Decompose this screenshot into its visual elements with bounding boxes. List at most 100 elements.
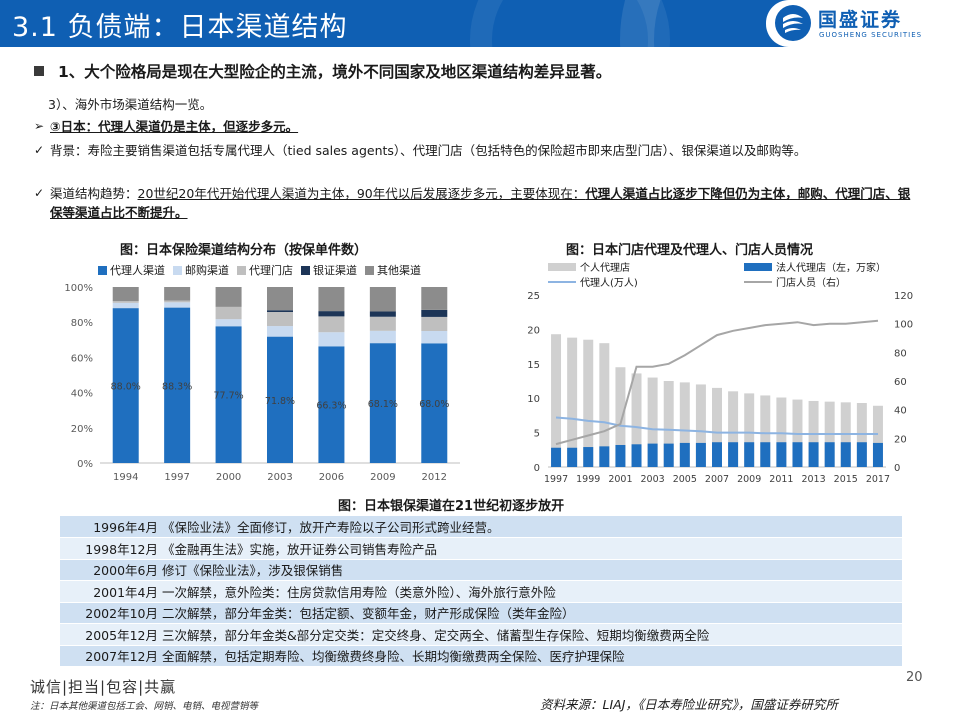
bar-segment bbox=[164, 307, 191, 463]
arrow-bullet-icon: ➢ bbox=[34, 119, 45, 133]
legend-item: 法人代理店（左，万家） bbox=[744, 259, 886, 274]
bar-segment bbox=[215, 287, 242, 307]
bar-segment bbox=[267, 287, 293, 311]
bar bbox=[599, 343, 610, 467]
data-label: 88.0% bbox=[111, 382, 141, 393]
table-title: 图：日本银保渠道在21世纪初逐步放开 bbox=[338, 499, 565, 514]
bar-segment bbox=[318, 316, 345, 333]
bar bbox=[792, 442, 803, 467]
bar-segment bbox=[369, 287, 396, 312]
row-event: 三次解禁，部分年金类&部分定交类：定交终身、定交两全、储蓄型生存保险、短期均衡缴… bbox=[160, 623, 902, 646]
legend-swatch bbox=[548, 280, 576, 283]
source-note: 资料来源：LIAJ，《日本寿险业研究》，国盛证券研究所 bbox=[540, 697, 838, 712]
data-label: 68.0% bbox=[419, 399, 449, 410]
bar bbox=[551, 334, 562, 467]
row-date: 2002年10月 bbox=[60, 602, 160, 624]
row-date: 1996年4月 bbox=[60, 516, 160, 538]
data-label: 68.1% bbox=[368, 399, 398, 410]
legend-swatch bbox=[173, 265, 182, 275]
bar bbox=[679, 442, 690, 467]
y-left-tick-label: 5 bbox=[534, 429, 540, 440]
x-tick-label: 2006 bbox=[319, 472, 344, 483]
legend-item: 代理人(万人) bbox=[548, 274, 638, 289]
bar bbox=[808, 442, 819, 467]
row-date: 2001年4月 bbox=[60, 580, 160, 603]
bar bbox=[615, 444, 626, 467]
bar-segment bbox=[267, 326, 293, 337]
legend-label: 邮购渠道 bbox=[185, 264, 229, 277]
bar bbox=[824, 442, 835, 467]
y-left-tick-label: 15 bbox=[527, 360, 540, 371]
y-left-tick-label: 25 bbox=[527, 291, 540, 302]
bar-segment bbox=[369, 330, 396, 344]
table-row: 2001年4月 一次解禁，意外险类：住房贷款信用寿险（类意外险）、海外旅行意外险 bbox=[60, 580, 902, 603]
legend-swatch bbox=[301, 265, 310, 275]
bullet-text: 渠道结构趋势：20世纪20年代开始代理人渠道为主体，90年代以后发展逐步多元，主… bbox=[50, 184, 920, 222]
bullet-text: ③日本：代理人渠道仍是主体，但逐步多元。 bbox=[50, 119, 299, 134]
bar bbox=[856, 442, 867, 467]
bar bbox=[776, 397, 787, 467]
legend-swatch bbox=[365, 265, 374, 275]
bar-segment bbox=[215, 319, 242, 327]
legend-item: 其他渠道 bbox=[365, 262, 421, 278]
legend-swatch bbox=[98, 265, 107, 275]
logo-text: 国盛证券 bbox=[818, 9, 903, 31]
legend-item: 门店人员（右） bbox=[744, 274, 846, 289]
data-label: 66.3% bbox=[316, 401, 346, 412]
x-tick-label: 2015 bbox=[834, 474, 858, 485]
header-bar: 3.1 负债端：日本渠道结构 国盛证券 GUOSHENG SECURITIES bbox=[0, 0, 960, 47]
bar bbox=[679, 382, 690, 467]
bar-segment bbox=[318, 346, 345, 463]
bar-segment bbox=[112, 302, 139, 309]
bar bbox=[744, 442, 755, 467]
y-right-tick-label: 60 bbox=[894, 377, 907, 388]
company-motto: 诚信|担当|包容|共赢 bbox=[30, 678, 177, 696]
trend-label: 渠道结构趋势： bbox=[50, 186, 138, 201]
y-tick-label: 60% bbox=[71, 353, 93, 364]
legend-item: 银证渠道 bbox=[301, 262, 357, 278]
y-left-tick-label: 0 bbox=[534, 463, 540, 474]
series-line bbox=[555, 319, 879, 446]
legend-item: 代理人渠道 bbox=[98, 262, 165, 278]
x-tick-label: 2005 bbox=[673, 474, 697, 485]
bar-segment bbox=[421, 287, 448, 310]
right-chart-legend: 个人代理店 法人代理店（左，万家） 代理人(万人) 门店人员（右） bbox=[548, 259, 908, 289]
row-date: 2000年6月 bbox=[60, 559, 160, 581]
bar bbox=[647, 443, 658, 467]
y-right-tick-label: 100 bbox=[894, 320, 913, 331]
row-event: 《金融再生法》实施，放开证券公司销售寿险产品 bbox=[160, 537, 902, 560]
bar bbox=[728, 442, 739, 467]
x-tick-label: 2003 bbox=[267, 472, 292, 483]
bar-segment bbox=[318, 311, 345, 317]
bar-segment bbox=[215, 326, 242, 463]
bar-segment bbox=[267, 311, 293, 327]
table-row: 2007年12月 全面解禁，包括定期寿险、均衡缴费终身险、长期均衡缴费两全保险、医… bbox=[60, 645, 902, 667]
bar-segment bbox=[164, 300, 191, 303]
bar-segment bbox=[267, 336, 293, 463]
x-tick-label: 2001 bbox=[608, 474, 632, 485]
footnote: 注：日本其他渠道包括工会、网销、电销、电视营销等 bbox=[30, 701, 259, 712]
legend-swatch bbox=[744, 280, 772, 283]
bar bbox=[663, 381, 674, 467]
bar-segment bbox=[421, 316, 448, 331]
table-row: 2002年10月 二次解禁，部分年金类：包括定额、变额年金，财产形成保险（类年金险… bbox=[60, 602, 902, 624]
bar-segment bbox=[369, 316, 396, 331]
bar bbox=[599, 446, 610, 467]
x-tick-label: 2003 bbox=[641, 474, 665, 485]
y-right-tick-label: 20 bbox=[894, 434, 907, 445]
table-row: 1996年4月 《保险业法》全面修订，放开产寿险以子公司形式跨业经营。 bbox=[60, 516, 902, 538]
subheading: 3）、海外市场渠道结构一览。 bbox=[48, 97, 213, 112]
headline-marker bbox=[34, 66, 44, 76]
data-label: 71.8% bbox=[265, 396, 295, 407]
bar bbox=[647, 377, 658, 467]
y-tick-label: 80% bbox=[71, 318, 93, 329]
x-tick-label: 1999 bbox=[576, 474, 600, 485]
trend-emphasis: 代理人渠道占比逐步下降但仍为主体，邮购、代理门店、银保等渠道占比不断提升。 bbox=[50, 186, 911, 220]
bar bbox=[695, 384, 706, 467]
y-tick-label: 0% bbox=[77, 459, 93, 470]
legend-label: 代理人(万人) bbox=[580, 278, 638, 289]
bar-segment bbox=[369, 343, 396, 463]
bar bbox=[712, 442, 722, 467]
bar-segment bbox=[267, 310, 293, 312]
y-left-tick-label: 20 bbox=[527, 325, 540, 336]
